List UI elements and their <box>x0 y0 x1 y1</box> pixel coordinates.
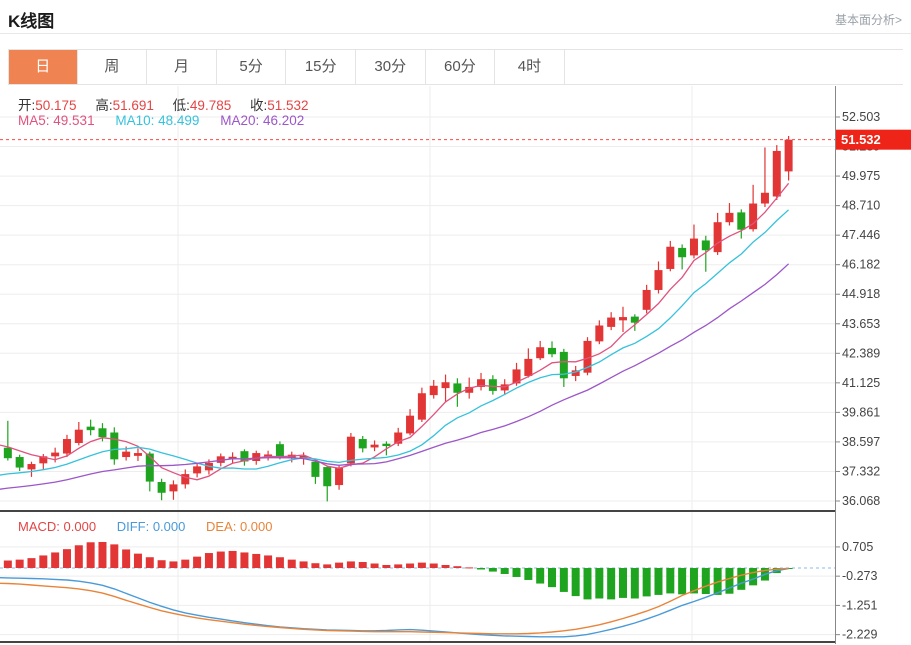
page-title: K线图 <box>8 12 55 31</box>
svg-text:-0.273: -0.273 <box>842 569 877 583</box>
macd-value: MACD: 0.000 <box>18 519 97 534</box>
svg-text:41.125: 41.125 <box>842 376 880 390</box>
tab-month[interactable]: 月 <box>147 50 217 84</box>
tab-4hour[interactable]: 4时 <box>495 50 565 84</box>
tab-5min[interactable]: 5分 <box>217 50 287 84</box>
dea-line <box>0 567 789 635</box>
ma20-value: MA20: 46.202 <box>220 113 305 128</box>
svg-text:-1.251: -1.251 <box>842 598 877 612</box>
macd-legend: MACD: 0.000 DIFF: 0.000 DEA: 0.000 <box>18 519 290 534</box>
fundamental-analysis-link[interactable]: 基本面分析> <box>834 13 902 27</box>
ohlc-legend: 开:50.175 高:51.691 低:49.785 收:51.532 <box>18 94 324 114</box>
svg-text:0.705: 0.705 <box>842 540 873 554</box>
svg-text:52.503: 52.503 <box>842 110 880 124</box>
tab-day[interactable]: 日 <box>8 50 78 84</box>
current-price-tag-text: 51.532 <box>841 132 881 147</box>
ma5-line <box>0 182 790 481</box>
tab-week[interactable]: 周 <box>78 50 148 84</box>
svg-text:43.653: 43.653 <box>842 317 880 331</box>
dea-value: DEA: 0.000 <box>205 519 273 534</box>
tab-15min[interactable]: 15分 <box>286 50 356 84</box>
diff-value: DIFF: 0.000 <box>116 519 186 534</box>
svg-text:46.182: 46.182 <box>842 258 880 272</box>
svg-text:44.918: 44.918 <box>842 287 880 301</box>
current-price-tag <box>836 129 911 150</box>
ma20-line <box>0 263 790 490</box>
ma-legend: MA5: 49.531 MA10: 48.499 MA20: 46.202 <box>18 113 321 128</box>
tab-30min[interactable]: 30分 <box>356 50 426 84</box>
period-tabbar: 日 周 月 5分 15分 30分 60分 4时 <box>8 49 903 85</box>
high-value: 高:51.691 <box>95 98 154 113</box>
diff-line <box>0 567 789 638</box>
date-gridlines <box>177 86 693 642</box>
svg-text:37.332: 37.332 <box>842 464 880 478</box>
ma10-line <box>0 209 790 476</box>
price-axis: 52.50351.23949.97548.71047.44646.18244.9… <box>0 110 880 508</box>
low-value: 低:49.785 <box>172 98 232 113</box>
svg-text:47.446: 47.446 <box>842 228 880 242</box>
candles <box>3 135 793 502</box>
ma5-value: MA5: 49.531 <box>18 113 95 128</box>
svg-text:38.597: 38.597 <box>842 435 880 449</box>
macd-axis: 0.705 -0.273 -1.251 -2.229 <box>0 540 877 642</box>
open-value: 开:50.175 <box>18 98 77 113</box>
svg-text:39.861: 39.861 <box>842 405 880 419</box>
svg-text:49.975: 49.975 <box>842 169 880 183</box>
svg-text:-2.229: -2.229 <box>842 628 877 642</box>
header-divider <box>0 33 911 34</box>
tab-60min[interactable]: 60分 <box>426 50 496 84</box>
svg-text:36.068: 36.068 <box>842 494 880 508</box>
kline-chart-canvas[interactable]: 52.50351.23949.97548.71047.44646.18244.9… <box>0 86 911 645</box>
svg-text:42.389: 42.389 <box>842 346 880 360</box>
close-value: 收:51.532 <box>249 98 309 113</box>
ma10-value: MA10: 48.499 <box>115 113 200 128</box>
svg-text:48.710: 48.710 <box>842 199 880 213</box>
